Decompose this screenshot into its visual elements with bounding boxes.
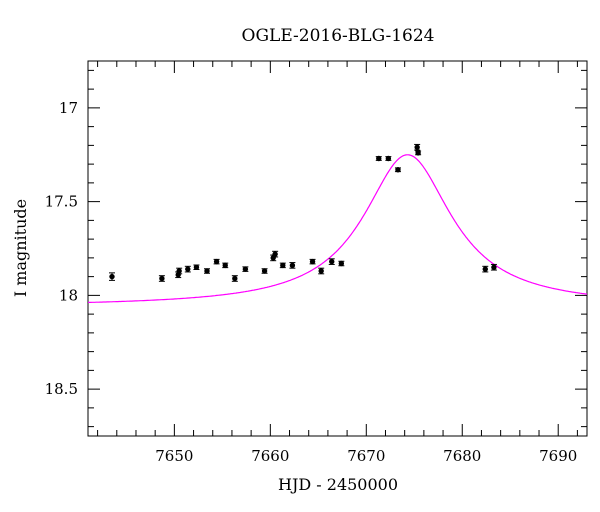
data-point: [231, 275, 238, 282]
y-tick-label: 18: [59, 286, 78, 304]
x-tick-label: 7660: [251, 447, 289, 465]
data-point: [279, 262, 286, 269]
point-marker: [204, 268, 210, 274]
data-point: [184, 265, 191, 273]
data-point: [158, 275, 165, 282]
model-curve: [88, 154, 588, 303]
y-axis-ticks: [88, 69, 587, 428]
data-point: [213, 258, 220, 265]
point-marker: [242, 266, 249, 272]
x-tick-label: 7650: [155, 447, 193, 465]
data-point: [375, 155, 382, 162]
data-point: [176, 267, 183, 275]
data-point: [261, 268, 268, 274]
point-marker: [338, 260, 345, 267]
point-marker: [414, 144, 420, 150]
point-marker: [213, 258, 220, 265]
point-marker: [329, 258, 335, 265]
point-marker: [415, 150, 421, 156]
y-tick-label: 17: [59, 99, 78, 117]
y-tick-label: 17.5: [45, 193, 78, 211]
data-point: [203, 268, 210, 274]
point-marker: [261, 268, 268, 274]
point-marker: [109, 273, 115, 280]
data-point: [289, 262, 296, 269]
x-tick-label: 7670: [347, 447, 385, 465]
plot-frame: [87, 60, 588, 437]
point-marker: [376, 155, 382, 162]
point-marker: [222, 262, 228, 269]
x-tick-label: 7690: [539, 447, 577, 465]
data-point: [108, 272, 115, 281]
data-point: [318, 267, 325, 275]
data-point: [482, 265, 489, 273]
point-marker: [193, 264, 200, 270]
point-marker: [482, 266, 488, 272]
y-tick-labels: 17 17.5 18 18.5: [45, 99, 78, 398]
point-marker: [280, 262, 286, 269]
point-marker: [318, 268, 324, 274]
data-point: [490, 263, 497, 271]
data-point: [385, 155, 392, 162]
point-marker: [395, 167, 401, 173]
data-point: [193, 264, 200, 270]
chart-title: OGLE-2016-BLG-1624: [242, 26, 435, 46]
y-axis-label: I magnitude: [11, 199, 30, 297]
point-marker: [232, 275, 238, 282]
data-point: [415, 150, 422, 156]
point-marker: [272, 251, 278, 257]
data-points: [108, 143, 497, 282]
point-marker: [491, 264, 497, 270]
data-point: [272, 250, 279, 258]
data-point: [394, 167, 401, 173]
data-point: [328, 258, 335, 265]
x-axis-ticks: [97, 61, 578, 436]
x-axis-label: HJD - 2450000: [278, 475, 398, 494]
point-marker: [185, 266, 191, 272]
point-marker: [289, 262, 296, 269]
x-tick-label: 7680: [443, 447, 481, 465]
point-marker: [385, 155, 392, 162]
data-point: [414, 143, 421, 151]
point-marker: [309, 258, 316, 265]
point-marker: [159, 275, 165, 282]
point-marker: [176, 268, 182, 274]
y-tick-label: 18.5: [45, 380, 78, 398]
data-point: [338, 260, 345, 267]
x-tick-labels: 7650 7660 7670 7680 7690: [155, 447, 577, 465]
data-point: [309, 258, 316, 265]
data-point: [242, 266, 249, 272]
data-point: [222, 262, 229, 269]
plot-area: [87, 60, 588, 437]
